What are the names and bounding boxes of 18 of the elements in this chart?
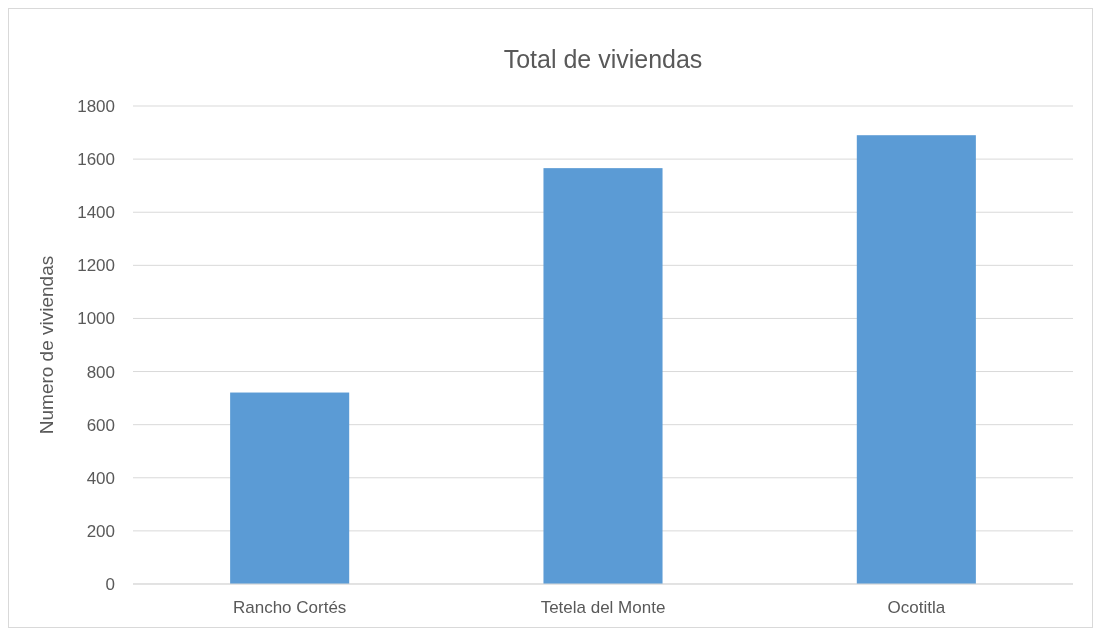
y-tick-label: 400 xyxy=(86,468,115,488)
y-tick-label: 1600 xyxy=(77,150,115,170)
y-tick-label: 200 xyxy=(86,521,115,541)
x-tick-label: Tetela del Monte xyxy=(540,598,666,617)
bar xyxy=(856,135,976,584)
y-tick-label: 1000 xyxy=(77,309,115,329)
y-tick-label: 800 xyxy=(86,362,115,382)
x-tick-label: Ocotitla xyxy=(887,598,946,617)
bar xyxy=(230,392,350,584)
y-tick-label: 1800 xyxy=(77,96,115,116)
x-tick-label: Rancho Cortés xyxy=(232,598,347,617)
chart-title: Total de viviendas xyxy=(503,45,703,73)
y-tick-label: 600 xyxy=(86,415,115,435)
y-tick-label: 1400 xyxy=(77,203,115,223)
y-tick-label: 0 xyxy=(105,574,115,594)
y-tick-label: 1200 xyxy=(77,256,115,276)
y-axis-title: Numero de viviendas xyxy=(36,255,57,435)
bar xyxy=(543,168,663,584)
